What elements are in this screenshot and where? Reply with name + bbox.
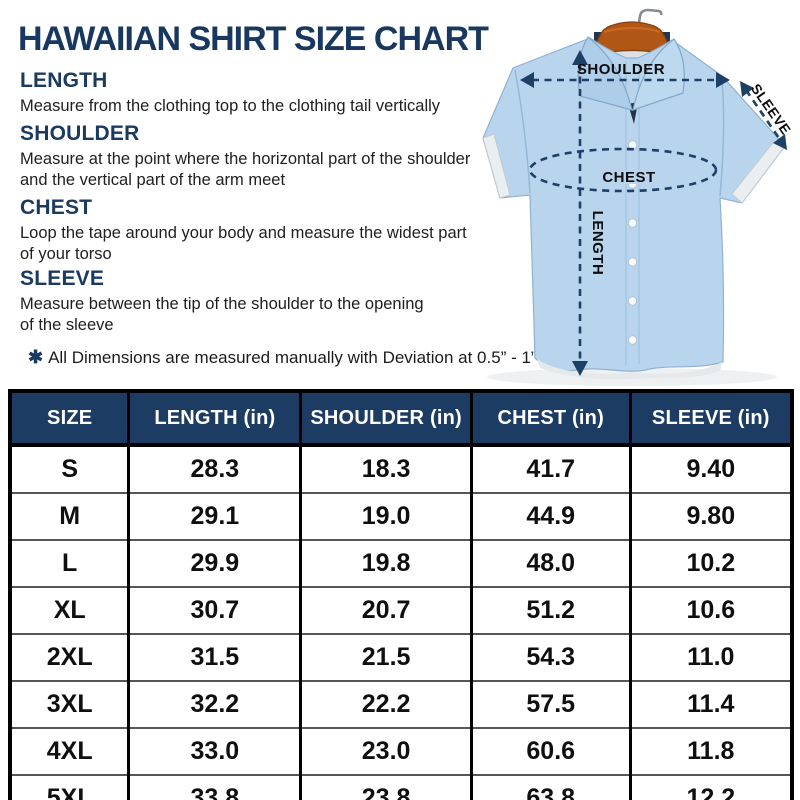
length-cell: 30.7 xyxy=(127,586,303,634)
length-arrow-down xyxy=(572,361,588,376)
asterisk-icon: ✱ xyxy=(28,347,44,367)
table-row: 2XL 31.5 21.5 54.3 11.0 xyxy=(8,633,794,681)
length-cell: 32.2 xyxy=(127,680,303,728)
collar-flap-right xyxy=(632,38,685,111)
size-cell: 4XL xyxy=(8,727,131,775)
chest-cell: 44.9 xyxy=(469,492,632,540)
length-label: LENGTH xyxy=(589,211,606,276)
col-header-shoulder: SHOULDER (in) xyxy=(299,391,473,447)
sleeve-arrow-down xyxy=(773,134,787,150)
shoulder-cell: 19.8 xyxy=(299,539,473,587)
shoulder-arrow-right xyxy=(716,72,730,88)
table-row: 4XL 33.0 23.0 60.6 11.8 xyxy=(8,727,794,775)
chest-cell: 63.8 xyxy=(469,774,632,800)
shoulder-cell: 19.0 xyxy=(299,492,473,540)
shoulder-arrow-left xyxy=(520,72,534,88)
length-heading: LENGTH xyxy=(20,69,108,92)
length-cell: 31.5 xyxy=(127,633,303,681)
table-header-row: SIZE LENGTH (in) SHOULDER (in) CHEST (in… xyxy=(8,391,794,447)
armhole-seam-right xyxy=(719,79,725,197)
table-row: 3XL 32.2 22.2 57.5 11.4 xyxy=(8,680,794,728)
size-table-container: SIZE LENGTH (in) SHOULDER (in) CHEST (in… xyxy=(8,389,794,800)
size-cell: M xyxy=(8,492,131,540)
table-row: S 28.3 18.3 41.7 9.40 xyxy=(8,445,794,493)
length-cell: 28.3 xyxy=(127,445,303,493)
size-cell: 3XL xyxy=(8,680,131,728)
size-cell: L xyxy=(8,539,131,587)
section-length: LENGTH Measure from the clothing top to … xyxy=(20,69,498,117)
col-header-chest: CHEST (in) xyxy=(469,391,632,447)
table-row: XL 30.7 20.7 51.2 10.6 xyxy=(8,586,794,634)
sleeve-measure-line xyxy=(744,89,783,142)
placket xyxy=(625,62,640,366)
chest-label: CHEST xyxy=(602,169,655,186)
shirt-body xyxy=(482,37,786,372)
sleeve-cell: 11.8 xyxy=(628,727,794,775)
hanger-highlight xyxy=(603,27,661,33)
col-header-length: LENGTH (in) xyxy=(127,391,303,447)
length-description: Measure from the clothing top to the clo… xyxy=(20,97,441,115)
chest-cell: 41.7 xyxy=(469,445,632,493)
sleeve-cell: 9.80 xyxy=(628,492,794,540)
disclaimer: ✱ All Dimensions are measured manually wi… xyxy=(28,347,537,368)
chest-cell: 57.5 xyxy=(469,680,632,728)
shoulder-cell: 21.5 xyxy=(299,633,473,681)
sleeve-cell: 10.6 xyxy=(628,586,794,634)
cuff-left xyxy=(482,133,511,199)
length-cell: 29.9 xyxy=(127,539,303,587)
sleeve-arrow-up xyxy=(740,81,754,97)
measure-arrowheads xyxy=(520,50,787,376)
chest-cell: 60.6 xyxy=(469,727,632,775)
sleeve-cell: 9.40 xyxy=(628,445,794,493)
chest-heading: CHEST xyxy=(20,196,93,219)
chest-description: Loop the tape around your body and measu… xyxy=(20,224,467,263)
size-cell: 2XL xyxy=(8,633,131,681)
shoulder-cell: 22.2 xyxy=(299,680,473,728)
shoulder-heading: SHOULDER xyxy=(20,122,140,145)
hem-lining xyxy=(537,359,722,380)
table-row: L 29.9 19.8 48.0 10.2 xyxy=(8,539,794,587)
chest-cell: 51.2 xyxy=(469,586,632,634)
section-shoulder: SHOULDER Measure at the point where the … xyxy=(20,122,498,190)
sleeve-cell: 10.2 xyxy=(628,539,794,587)
table-row: 5XL 33.8 23.8 63.8 12.2 xyxy=(8,774,794,800)
page-title: HAWAIIAN SHIRT SIZE CHART xyxy=(18,20,489,58)
disclaimer-text: All Dimensions are measured manually wit… xyxy=(48,348,537,367)
sleeve-cell: 11.4 xyxy=(628,680,794,728)
shirt-measurement-diagram: SHOULDER CHEST LENGTH SLEEVE xyxy=(482,8,794,386)
shoulder-cell: 23.0 xyxy=(299,727,473,775)
shoulder-cell: 23.8 xyxy=(299,774,473,800)
sleeve-heading: SLEEVE xyxy=(20,267,105,290)
section-sleeve: SLEEVE Measure between the tip of the sh… xyxy=(20,267,498,335)
col-header-size: SIZE xyxy=(8,391,131,447)
sleeve-description: Measure between the tip of the shoulder … xyxy=(20,295,424,334)
sleeve-cell: 12.2 xyxy=(628,774,794,800)
chest-cell: 54.3 xyxy=(469,633,632,681)
size-cell: 5XL xyxy=(8,774,131,800)
chest-cell: 48.0 xyxy=(469,539,632,587)
col-header-sleeve: SLEEVE (in) xyxy=(628,391,794,447)
length-cell: 33.0 xyxy=(127,727,303,775)
table-row: M 29.1 19.0 44.9 9.80 xyxy=(8,492,794,540)
length-cell: 33.8 xyxy=(127,774,303,800)
shoulder-cell: 20.7 xyxy=(299,586,473,634)
chest-measure-ellipse xyxy=(528,147,718,193)
sleeve-cell: 11.0 xyxy=(628,633,794,681)
armhole-seam-left xyxy=(514,69,531,194)
size-cell: S xyxy=(8,445,131,493)
shoulder-description: Measure at the point where the horizonta… xyxy=(20,150,471,189)
length-cell: 29.1 xyxy=(127,492,303,540)
shoulder-cell: 18.3 xyxy=(299,445,473,493)
hanger-hook-icon xyxy=(636,8,663,31)
size-cell: XL xyxy=(8,586,131,634)
section-chest: CHEST Loop the tape around your body and… xyxy=(20,196,498,264)
size-table: SIZE LENGTH (in) SHOULDER (in) CHEST (in… xyxy=(8,389,794,800)
shoulder-label: SHOULDER xyxy=(577,61,665,78)
length-arrow-up xyxy=(572,50,588,65)
shirt-buttons xyxy=(627,140,638,345)
